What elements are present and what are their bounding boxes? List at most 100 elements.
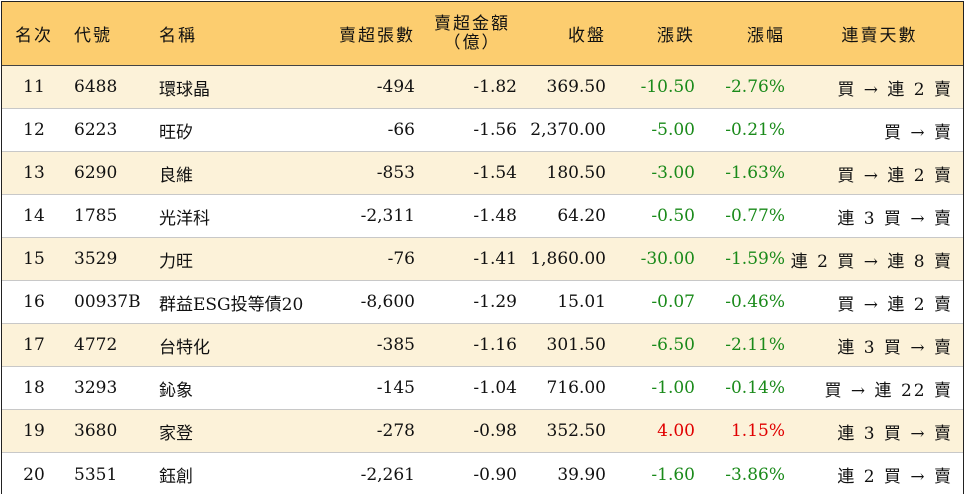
cell-change-pct: -0.46% (725, 292, 785, 312)
cell-consecutive-days: 連 2 買 → 賣 (837, 467, 953, 487)
cell-change: -6.50 (651, 335, 695, 355)
cell-rank: 14 (23, 206, 45, 226)
cell-code: 3680 (74, 421, 118, 441)
cell-code: 6488 (74, 77, 118, 97)
cell-net-sell-amount: -1.48 (473, 206, 517, 226)
cell-name: 力旺 (159, 251, 193, 272)
cell-net-sell-lots: -76 (387, 249, 415, 269)
header-consecutive-days[interactable]: 連賣天數 (841, 26, 918, 46)
cell-close: 716.00 (546, 378, 606, 398)
header-change[interactable]: 漲跌 (657, 26, 695, 46)
cell-rank: 13 (23, 163, 45, 183)
cell-change: -30.00 (640, 249, 695, 269)
cell-close: 180.50 (546, 163, 606, 183)
cell-rank: 11 (23, 77, 45, 97)
cell-code: 00937B (74, 292, 141, 312)
cell-code: 3293 (74, 378, 118, 398)
cell-change: -0.50 (651, 206, 695, 226)
table-row[interactable]: 13 6290 良維 -853 -1.54 180.50 -3.00 -1.63% 買 → 連 … (2, 152, 963, 195)
cell-rank: 17 (23, 335, 45, 355)
cell-net-sell-amount: -1.54 (473, 163, 517, 183)
header-rank[interactable]: 名次 (15, 26, 53, 46)
cell-net-sell-lots: -8,600 (360, 292, 415, 312)
cell-net-sell-amount: -0.98 (473, 421, 517, 441)
cell-code: 6223 (74, 120, 118, 140)
cell-net-sell-lots: -2,311 (360, 206, 415, 226)
cell-change: -0.07 (651, 292, 695, 312)
cell-change: -5.00 (651, 120, 695, 140)
cell-name: 家登 (159, 423, 193, 444)
cell-change: -1.60 (651, 464, 695, 485)
cell-net-sell-amount: -1.16 (473, 335, 517, 355)
cell-net-sell-amount: -1.41 (473, 249, 517, 269)
header-name[interactable]: 名稱 (159, 26, 197, 46)
cell-net-sell-lots: -145 (376, 378, 415, 398)
cell-name: 環球晶 (159, 79, 210, 100)
header-net-sell-amount[interactable]: 賣超金額 （億） (427, 2, 517, 65)
cell-close: 352.50 (546, 421, 606, 441)
cell-name: 良維 (159, 165, 193, 186)
table-row[interactable]: 12 6223 旺矽 -66 -1.56 2,370.00 -5.00 -0.21% 買 → 賣 (2, 109, 963, 152)
table-row[interactable]: 11 6488 環球晶 -494 -1.82 369.50 -10.50 -2.76% 買 → … (2, 66, 963, 109)
cell-net-sell-lots: -278 (376, 421, 415, 441)
cell-name: 光洋科 (159, 208, 210, 229)
cell-consecutive-days: 買 → 連 2 賣 (837, 165, 953, 186)
cell-close: 2,370.00 (530, 120, 606, 140)
cell-change-pct: 1.15% (730, 421, 785, 441)
cell-rank: 18 (23, 378, 45, 398)
table-row[interactable]: 15 3529 力旺 -76 -1.41 1,860.00 -30.00 -1.59% 連 2 … (2, 238, 963, 281)
table-row[interactable]: 20 5351 鈺創 -2,261 -0.90 39.90 -1.60 -3.86% 連 2 買… (2, 453, 963, 496)
cell-name: 群益ESG投等債20 (159, 294, 304, 315)
cell-net-sell-lots: -2,261 (360, 464, 415, 485)
cell-net-sell-amount: -1.82 (473, 77, 517, 97)
cell-rank: 19 (23, 421, 45, 441)
cell-change-pct: -2.76% (725, 77, 785, 97)
cell-change-pct: -0.77% (725, 206, 785, 226)
cell-net-sell-lots: -853 (376, 163, 415, 183)
cell-consecutive-days: 連 3 買 → 賣 (837, 423, 953, 444)
cell-rank: 12 (23, 120, 45, 140)
cell-name: 鈊象 (159, 380, 193, 401)
cell-rank: 16 (23, 292, 45, 312)
cell-net-sell-amount: -0.90 (473, 464, 517, 485)
table-row[interactable]: 19 3680 家登 -278 -0.98 352.50 4.00 1.15% 連 3 買 → … (2, 410, 963, 453)
cell-code: 6290 (74, 163, 118, 183)
table-row[interactable]: 14 1785 光洋科 -2,311 -1.48 64.20 -0.50 -0.77% 連 3 … (2, 195, 963, 238)
table-row[interactable]: 17 4772 台特化 -385 -1.16 301.50 -6.50 -2.11% 連 3 買… (2, 324, 963, 367)
cell-net-sell-lots: -494 (376, 77, 415, 97)
cell-net-sell-amount: -1.56 (473, 120, 517, 140)
cell-consecutive-days: 買 → 連 2 賣 (837, 294, 953, 315)
header-code[interactable]: 代號 (74, 26, 112, 46)
header-net-sell-lots[interactable]: 賣超張數 (339, 26, 415, 46)
table-row[interactable]: 16 00937B 群益ESG投等債20 -8,600 -1.29 15.01 -0.07 -… (2, 281, 963, 324)
cell-change: -1.00 (651, 378, 695, 398)
cell-change-pct: -1.59% (725, 249, 785, 269)
cell-net-sell-lots: -385 (376, 335, 415, 355)
cell-change: -10.50 (640, 77, 695, 97)
cell-net-sell-amount: -1.29 (473, 292, 517, 312)
cell-close: 301.50 (546, 335, 606, 355)
header-change-pct[interactable]: 漲幅 (747, 26, 785, 46)
header-net-sell-amount-line2: （億） (443, 32, 501, 53)
cell-code: 4772 (74, 335, 118, 355)
cell-close: 1,860.00 (530, 249, 606, 269)
cell-rank: 15 (23, 249, 45, 269)
cell-consecutive-days: 連 3 買 → 賣 (837, 208, 953, 229)
cell-net-sell-lots: -66 (387, 120, 415, 140)
cell-consecutive-days: 買 → 賣 (883, 122, 953, 143)
cell-change-pct: -0.14% (725, 378, 785, 398)
table-row[interactable]: 18 3293 鈊象 -145 -1.04 716.00 -1.00 -0.14% 買 → 連 … (2, 367, 963, 410)
cell-close: 15.01 (557, 292, 606, 312)
cell-consecutive-days: 連 2 買 → 連 8 賣 (790, 251, 953, 272)
header-close[interactable]: 收盤 (568, 26, 606, 46)
cell-code: 3529 (74, 249, 118, 269)
cell-consecutive-days: 買 → 連 2 賣 (837, 79, 953, 100)
cell-change-pct: -0.21% (725, 120, 785, 140)
header-net-sell-amount-line1: 賣超金額 (434, 13, 510, 34)
cell-close: 64.20 (557, 206, 606, 226)
cell-consecutive-days: 連 3 買 → 賣 (837, 337, 953, 358)
cell-close: 369.50 (546, 77, 606, 97)
cell-consecutive-days: 買 → 連 22 賣 (824, 380, 953, 401)
cell-change-pct: -3.86% (725, 464, 785, 485)
